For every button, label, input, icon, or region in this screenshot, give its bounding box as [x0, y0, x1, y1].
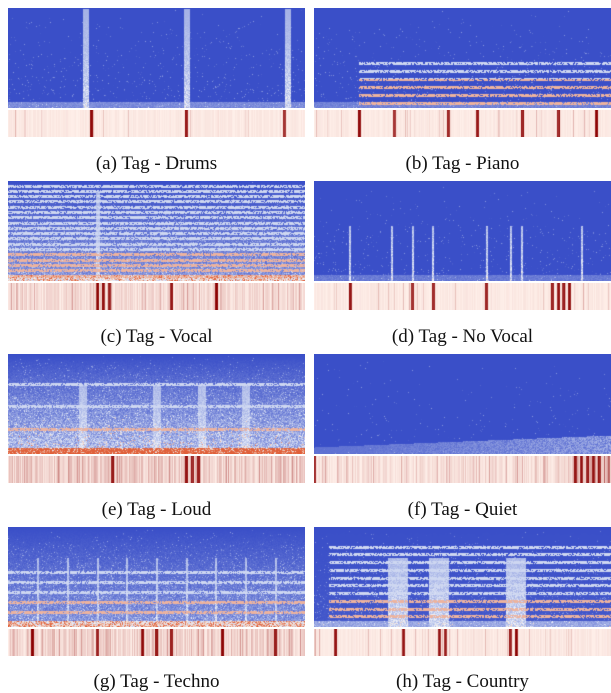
attention-heatmap-no-vocal — [314, 283, 611, 310]
caption-no-vocal: (d) Tag - No Vocal — [391, 326, 534, 347]
spectrogram-country — [314, 527, 611, 627]
spectrogram-vocal — [8, 181, 305, 281]
spectrogram-loud — [8, 354, 305, 454]
spectrogram-drums — [8, 8, 305, 108]
panel-c-vocal — [8, 181, 305, 312]
attention-heatmap-piano — [314, 110, 611, 137]
attention-heatmap-vocal — [8, 283, 305, 310]
spectrogram-techno — [8, 527, 305, 627]
panel-e-loud — [8, 354, 305, 485]
caption-piano: (b) Tag - Piano — [405, 153, 520, 174]
attention-heatmap-country — [314, 629, 611, 656]
caption-vocal: (c) Tag - Vocal — [100, 326, 213, 347]
attention-heatmap-drums — [8, 110, 305, 137]
panel-b-piano — [314, 8, 611, 139]
caption-country: (h) Tag - Country — [396, 671, 529, 692]
caption-drums: (a) Tag - Drums — [95, 153, 218, 174]
caption-quiet: (f) Tag - Quiet — [407, 499, 518, 520]
attention-heatmap-quiet — [314, 456, 611, 483]
attention-heatmap-techno — [8, 629, 305, 656]
attention-heatmap-loud — [8, 456, 305, 483]
spectrogram-piano — [314, 8, 611, 108]
spectrogram-no-vocal — [314, 181, 611, 281]
panel-h-country — [314, 527, 611, 658]
panel-g-techno — [8, 527, 305, 658]
caption-techno: (g) Tag - Techno — [93, 671, 220, 692]
panel-a-drums — [8, 8, 305, 139]
spectrogram-quiet — [314, 354, 611, 454]
panel-d-novocal — [314, 181, 611, 312]
caption-loud: (e) Tag - Loud — [101, 499, 212, 520]
panel-f-quiet — [314, 354, 611, 485]
